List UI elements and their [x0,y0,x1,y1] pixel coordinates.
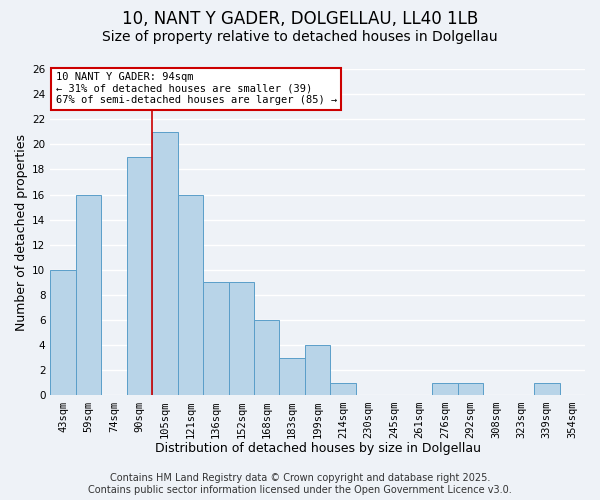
Bar [432,383,458,396]
Bar [178,194,203,396]
Bar [203,282,229,396]
Bar [127,157,152,396]
Text: 10, NANT Y GADER, DOLGELLAU, LL40 1LB: 10, NANT Y GADER, DOLGELLAU, LL40 1LB [122,10,478,28]
Bar [152,132,178,396]
Bar [331,383,356,396]
Bar [50,270,76,396]
X-axis label: Distribution of detached houses by size in Dolgellau: Distribution of detached houses by size … [155,442,481,455]
Bar [534,383,560,396]
Bar [254,320,280,396]
Bar [280,358,305,396]
Bar [229,282,254,396]
Text: 10 NANT Y GADER: 94sqm
← 31% of detached houses are smaller (39)
67% of semi-det: 10 NANT Y GADER: 94sqm ← 31% of detached… [56,72,337,106]
Y-axis label: Number of detached properties: Number of detached properties [15,134,28,330]
Text: Contains HM Land Registry data © Crown copyright and database right 2025.
Contai: Contains HM Land Registry data © Crown c… [88,474,512,495]
Bar [76,194,101,396]
Bar [305,345,331,396]
Text: Size of property relative to detached houses in Dolgellau: Size of property relative to detached ho… [102,30,498,44]
Bar [458,383,483,396]
